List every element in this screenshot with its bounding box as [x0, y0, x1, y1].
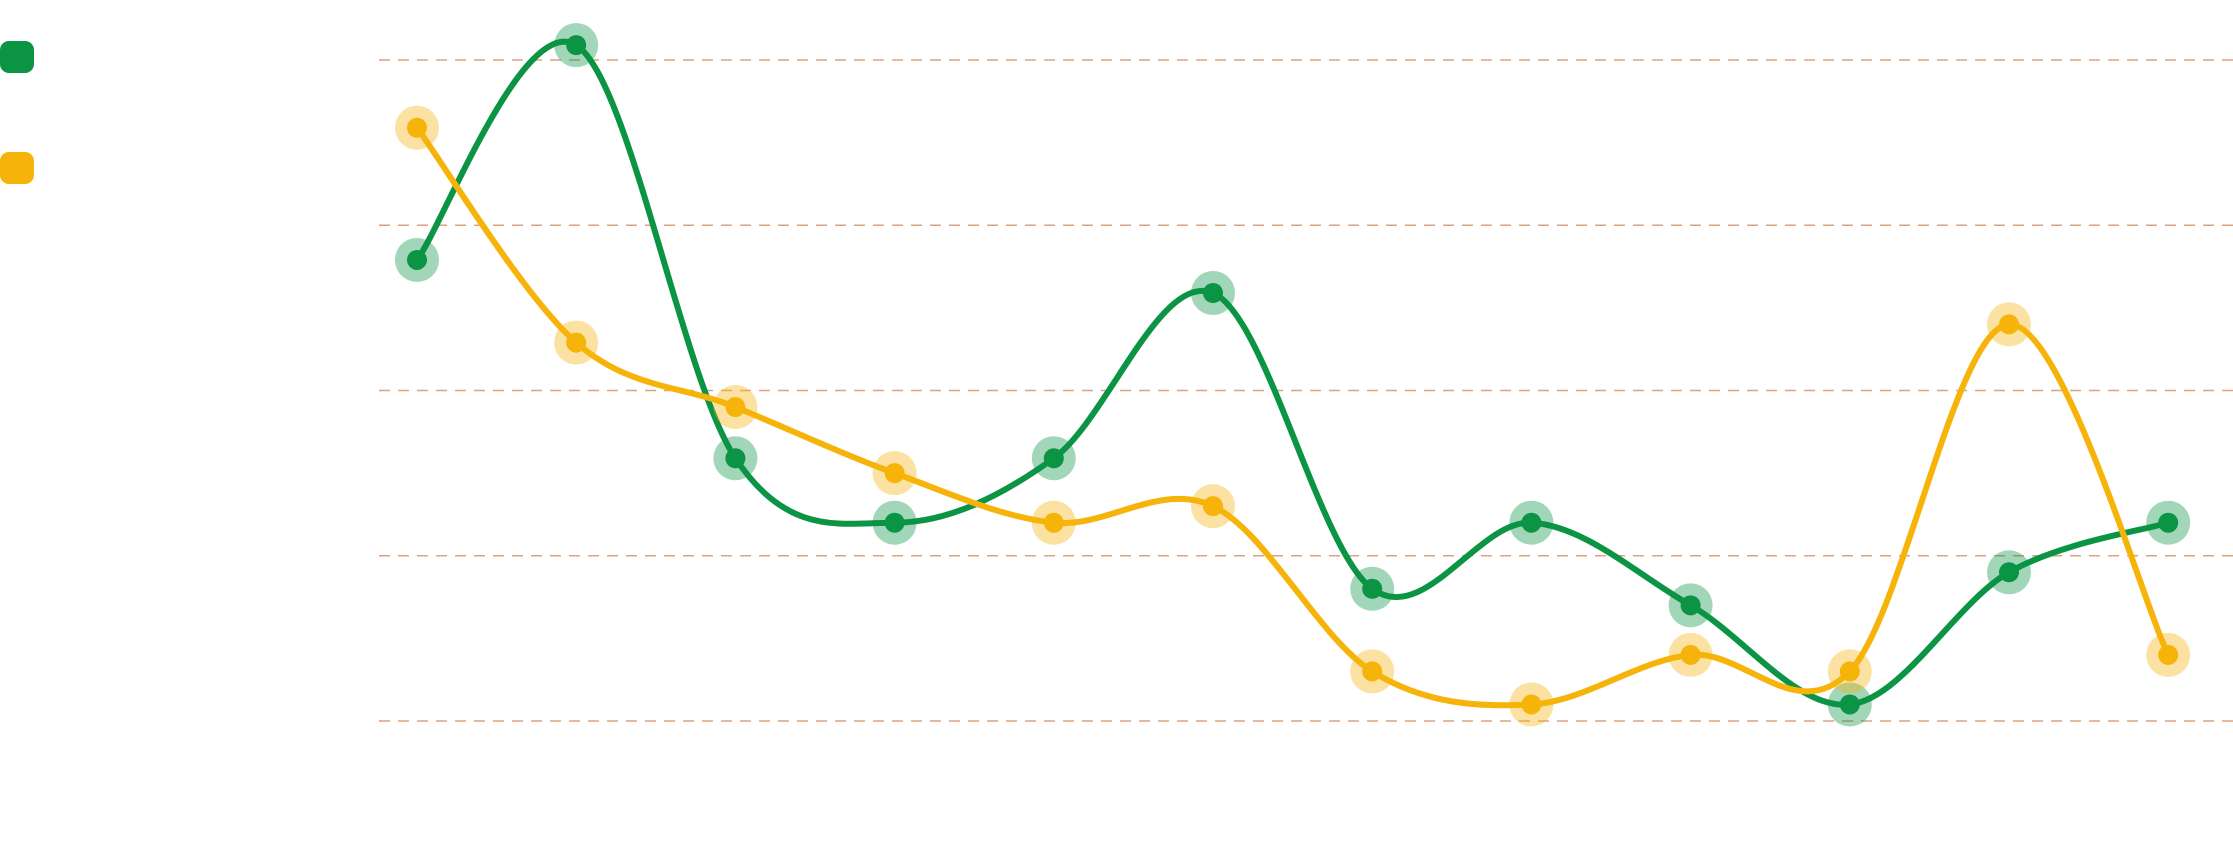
point	[2158, 512, 2179, 533]
point	[1839, 661, 1860, 682]
point	[884, 512, 905, 533]
legend-swatch	[0, 152, 34, 184]
point	[884, 463, 905, 484]
point	[1521, 512, 1542, 533]
legend-swatch	[0, 41, 34, 73]
point	[407, 249, 427, 270]
point	[1203, 283, 1223, 304]
series	[414, 124, 2172, 709]
point	[2158, 644, 2179, 665]
point	[1362, 578, 1383, 599]
series	[414, 38, 2172, 708]
point	[725, 448, 746, 469]
point	[1839, 694, 1860, 715]
point	[407, 117, 427, 138]
point	[725, 397, 746, 418]
series-line	[414, 38, 2172, 708]
point	[566, 35, 587, 56]
point	[1680, 595, 1701, 616]
point	[566, 332, 587, 353]
point	[1203, 496, 1223, 517]
series-line	[414, 124, 2172, 709]
point	[1999, 314, 2019, 335]
point	[1043, 448, 1064, 469]
point	[1362, 661, 1383, 682]
point	[1999, 562, 2019, 583]
point	[1043, 512, 1064, 533]
point	[1521, 694, 1542, 715]
point	[1680, 644, 1701, 665]
